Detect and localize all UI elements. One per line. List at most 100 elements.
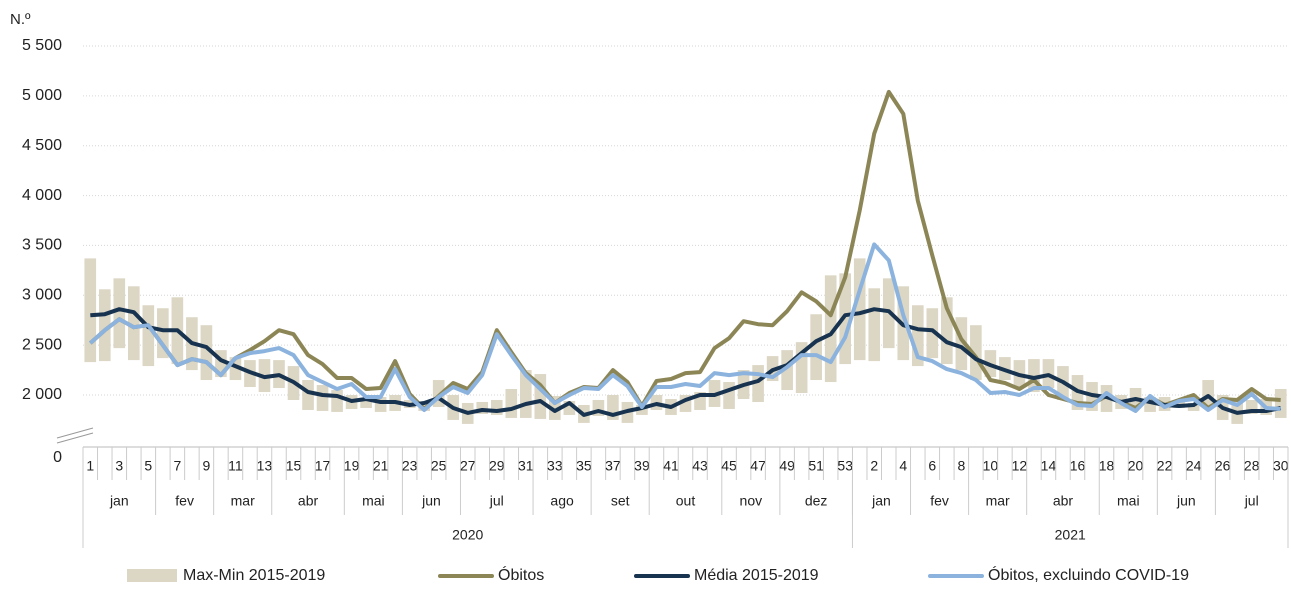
x-tick-label: 11 — [228, 458, 243, 474]
x-tick-label: 47 — [750, 458, 766, 474]
range-bar — [302, 380, 314, 410]
x-tick-label: 22 — [1157, 458, 1173, 474]
month-label: ago — [550, 493, 574, 509]
month-label: jul — [1244, 493, 1259, 509]
range-bar — [592, 399, 605, 416]
range-bar — [549, 395, 561, 420]
range-bar — [970, 325, 982, 381]
y-tick-label: 5 000 — [22, 87, 62, 104]
x-tick-label: 2 — [870, 458, 878, 474]
x-tick-label: 23 — [402, 458, 418, 474]
range-bar — [926, 308, 939, 359]
x-tick-label: 43 — [692, 458, 708, 474]
x-tick-label: 45 — [721, 458, 737, 474]
range-bar — [98, 289, 111, 362]
range-bar — [911, 305, 924, 367]
range-bar — [360, 398, 372, 408]
range-bar — [941, 297, 953, 365]
range-bar — [810, 314, 822, 381]
range-bar — [505, 389, 518, 418]
month-label: fev — [930, 493, 949, 509]
month-label: dez — [805, 493, 828, 509]
range-bar — [142, 305, 155, 367]
range-bar — [229, 357, 242, 381]
range-bar — [607, 395, 619, 420]
range-bar — [1274, 389, 1287, 418]
x-tick-label: 19 — [344, 458, 360, 474]
x-tick-label: 15 — [286, 458, 302, 474]
range-bar — [200, 325, 213, 381]
y-axis-label: N.º — [10, 11, 31, 28]
x-tick-label: 7 — [173, 458, 181, 474]
y-tick-label: 0 — [53, 449, 62, 466]
range-bar — [519, 370, 532, 418]
range-bar — [781, 350, 793, 391]
month-label: mai — [1117, 493, 1140, 509]
range-bar — [157, 308, 169, 359]
x-tick-label: 13 — [257, 458, 273, 474]
x-tick-label: 9 — [203, 458, 211, 474]
month-label: jun — [421, 493, 441, 509]
y-tick-label: 3 500 — [22, 237, 62, 254]
x-tick-label: 39 — [634, 458, 650, 474]
x-tick-label: 28 — [1244, 458, 1260, 474]
range-bar — [1173, 399, 1185, 408]
x-tick-label: 14 — [1041, 458, 1057, 474]
range-bar — [374, 396, 387, 412]
year-label: 2020 — [452, 527, 483, 543]
x-tick-label: 3 — [115, 458, 123, 474]
range-bar — [824, 275, 837, 383]
range-bar — [128, 286, 140, 361]
y-tick-label: 5 500 — [22, 37, 62, 54]
x-tick-label: 51 — [808, 458, 824, 474]
range-bar — [215, 350, 227, 378]
month-label: abr — [1053, 493, 1074, 509]
x-tick-label: 10 — [983, 458, 999, 474]
range-bar — [839, 273, 852, 365]
month-label: jan — [109, 493, 129, 509]
range-bar — [1202, 380, 1214, 407]
series-line — [90, 307, 1282, 417]
x-tick-label: 8 — [957, 458, 965, 474]
range-bar — [1144, 396, 1156, 412]
x-tick-label: 41 — [663, 458, 679, 474]
range-bar — [868, 288, 881, 362]
year-label: 2021 — [1055, 527, 1086, 543]
x-tick-label: 20 — [1128, 458, 1144, 474]
legend-label: Óbitos, excluindo COVID-19 — [988, 565, 1189, 584]
y-tick-label: 3 000 — [22, 287, 62, 304]
x-tick-label: 37 — [605, 458, 621, 474]
month-label: jul — [489, 493, 504, 509]
y-tick-label: 2 000 — [22, 386, 62, 403]
x-tick-label: 24 — [1186, 458, 1202, 474]
x-tick-label: 6 — [928, 458, 936, 474]
x-tick-label: 49 — [779, 458, 795, 474]
month-label: nov — [740, 493, 763, 509]
x-tick-label: 17 — [315, 458, 331, 474]
month-label: mar — [986, 493, 1010, 509]
x-tick-label: 33 — [547, 458, 563, 474]
axis-break — [56, 427, 94, 439]
x-tick-label: 53 — [837, 458, 853, 474]
range-bar — [84, 258, 97, 363]
x-tick-label: 27 — [460, 458, 476, 474]
legend-label: Óbitos — [498, 565, 544, 584]
month-label: set — [611, 493, 630, 509]
month-label: mar — [231, 493, 255, 509]
month-label: fev — [175, 493, 194, 509]
y-tick-label: 2 500 — [22, 336, 62, 353]
range-bar — [1245, 399, 1258, 414]
range-bar — [679, 395, 692, 412]
range-bar — [534, 374, 547, 419]
y-tick-label: 4 500 — [22, 137, 62, 154]
range-bar — [331, 390, 343, 412]
range-bar — [853, 258, 866, 361]
axis-break — [56, 432, 94, 444]
legend-label: Max-Min 2015-2019 — [183, 567, 325, 584]
legend-swatch — [127, 569, 177, 582]
range-bar — [955, 317, 968, 371]
x-tick-label: 31 — [518, 458, 534, 474]
series-line — [88, 242, 1281, 413]
month-label: jan — [871, 493, 891, 509]
x-tick-label: 29 — [489, 458, 505, 474]
